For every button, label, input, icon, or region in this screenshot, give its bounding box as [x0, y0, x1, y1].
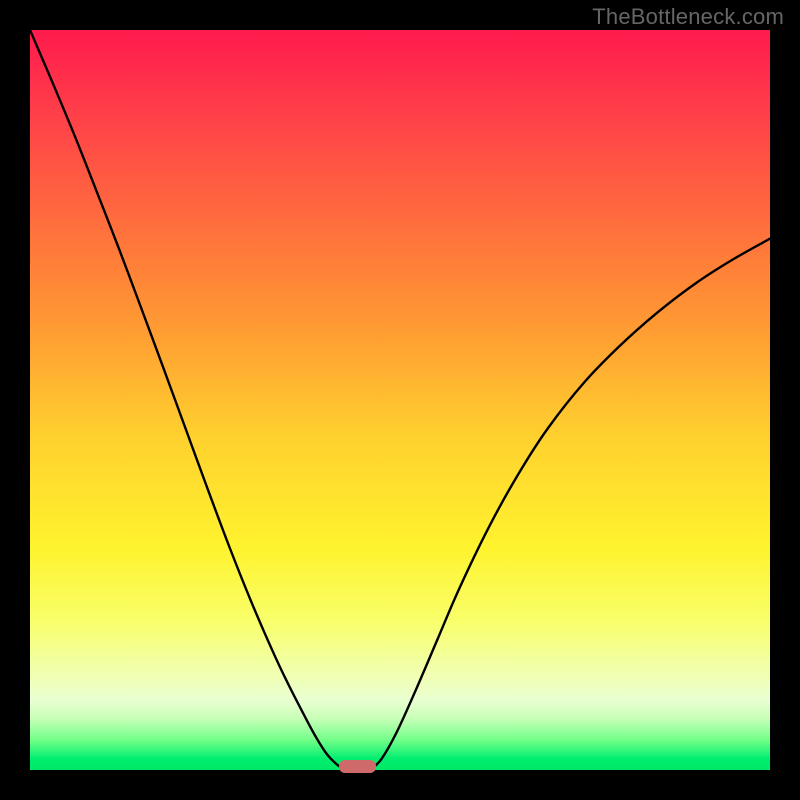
curve-left [30, 30, 345, 770]
curve-right [370, 239, 770, 770]
watermark-text: TheBottleneck.com [592, 4, 784, 30]
plot-area [30, 30, 770, 770]
bottleneck-marker [339, 760, 376, 773]
